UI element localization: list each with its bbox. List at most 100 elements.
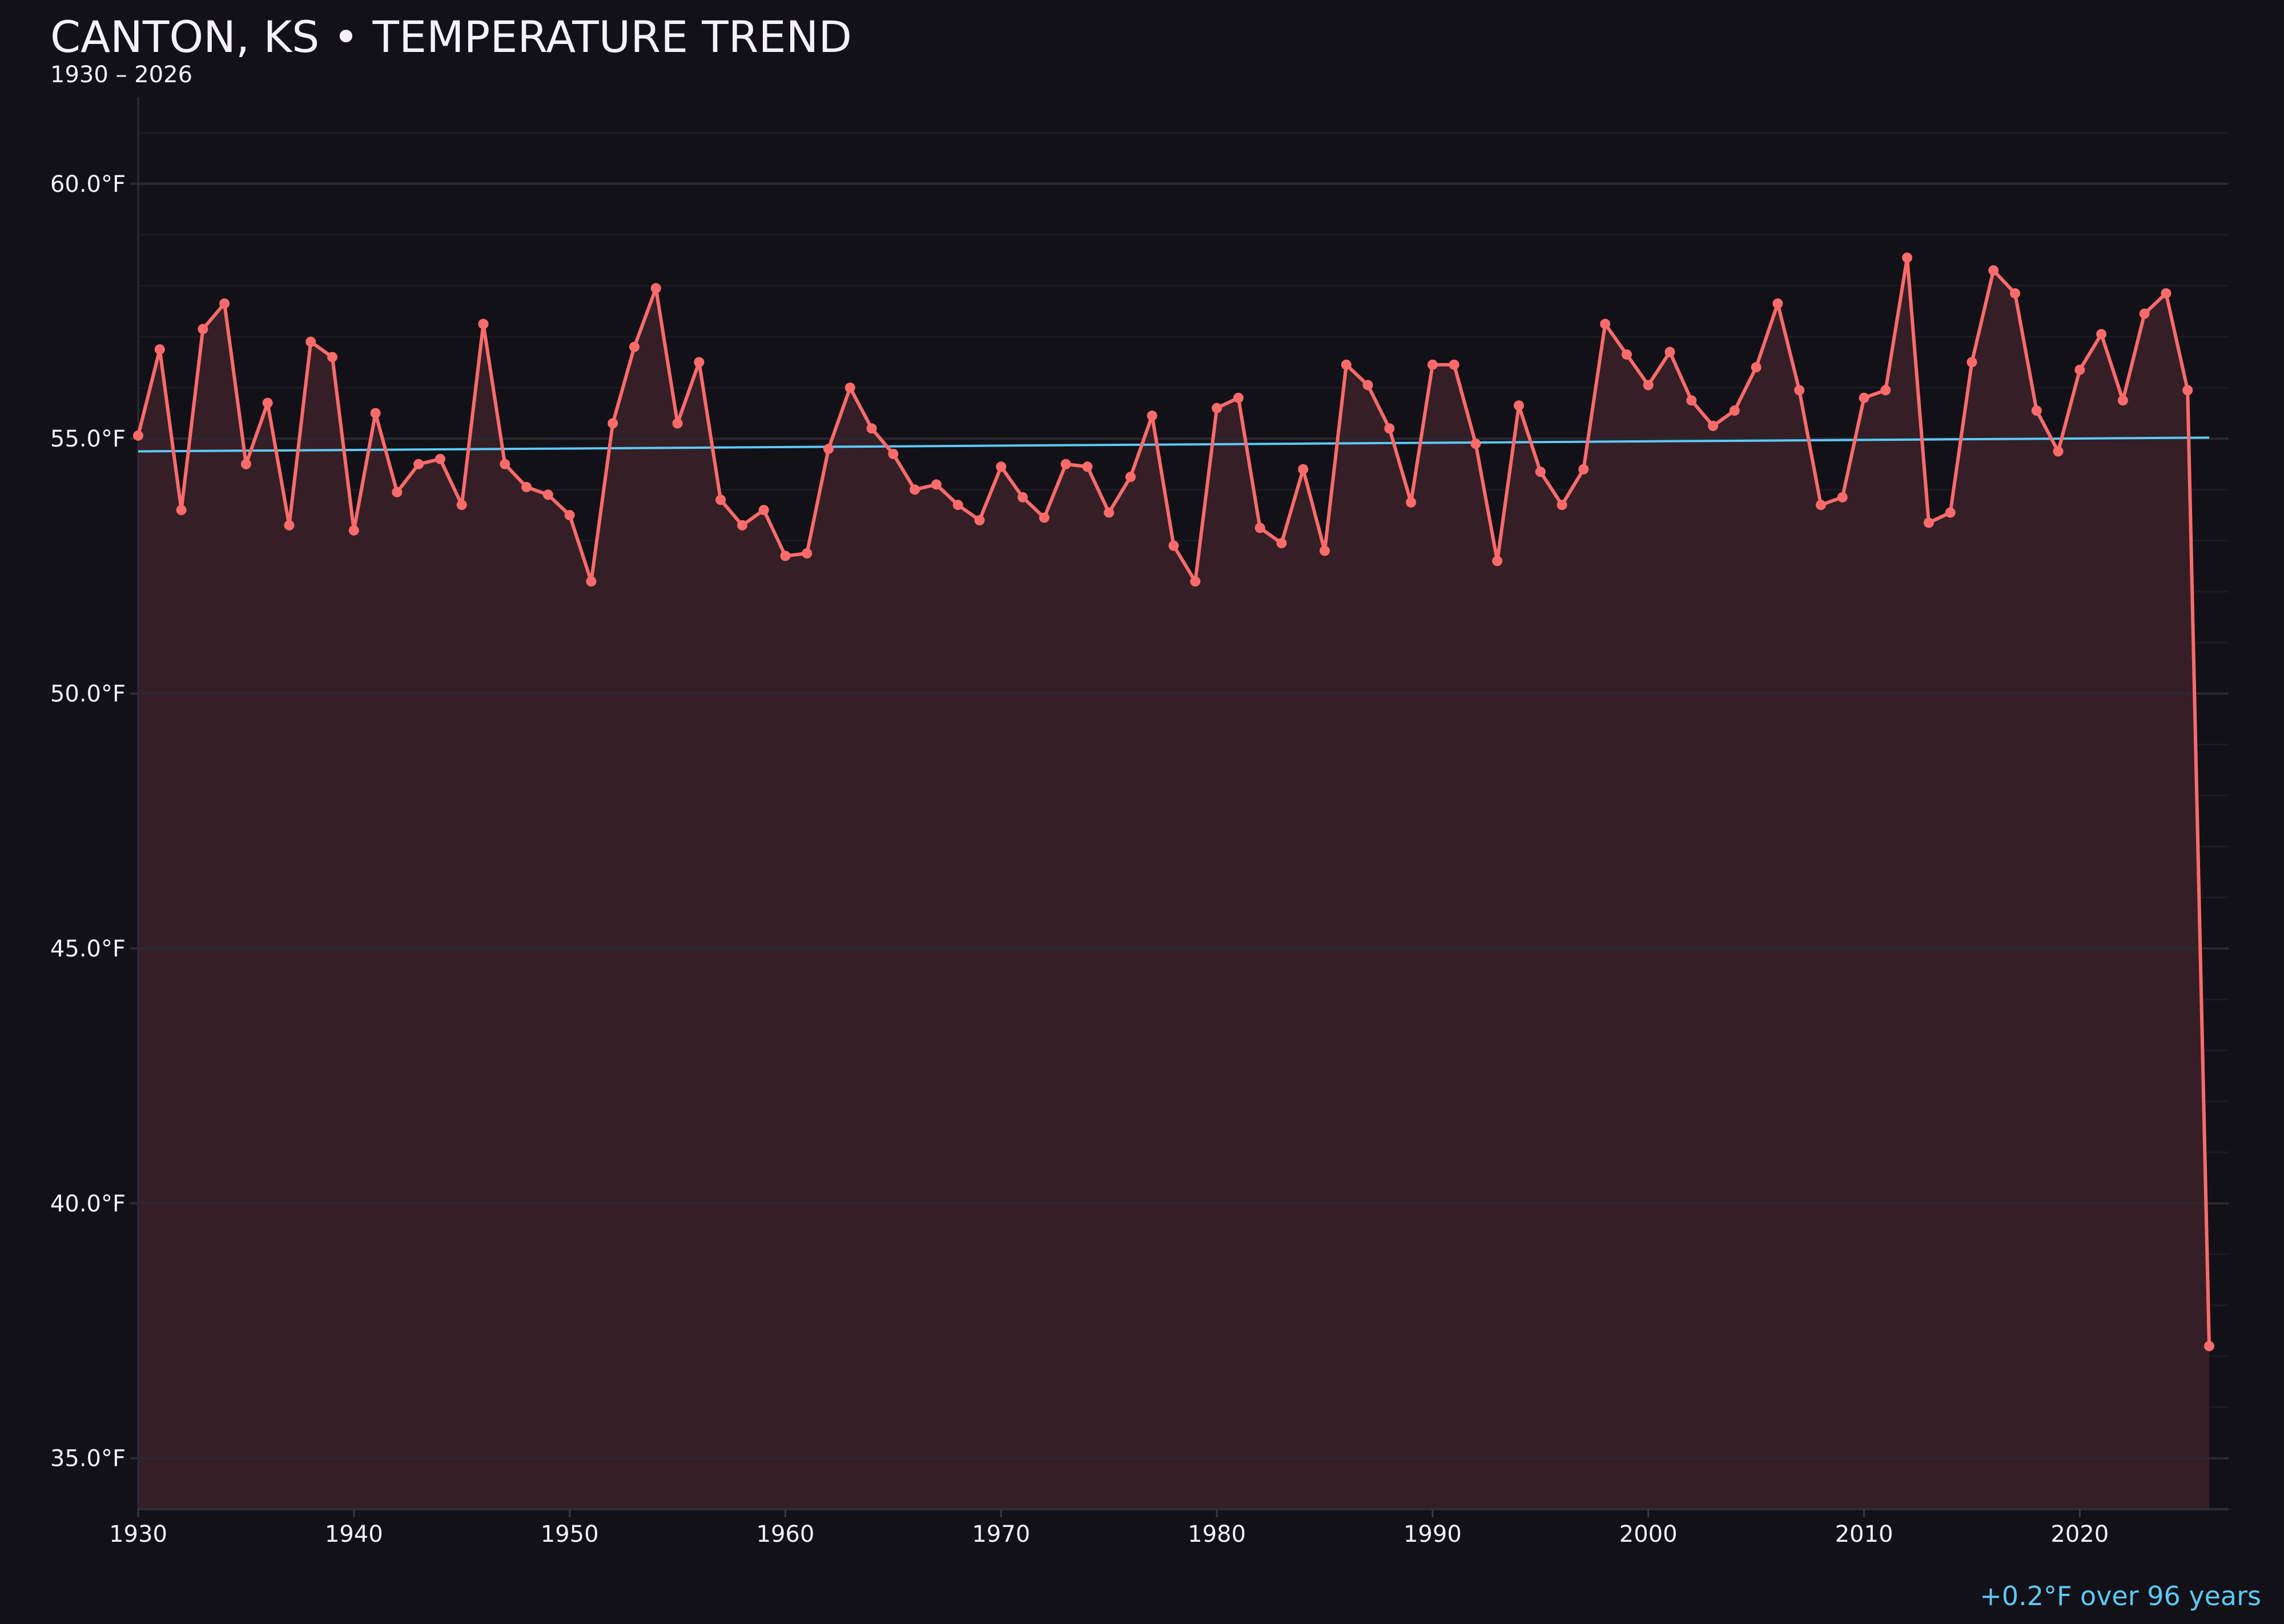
data-point bbox=[1298, 464, 1309, 475]
data-point bbox=[996, 461, 1007, 472]
data-point bbox=[1686, 395, 1697, 406]
data-point bbox=[1513, 400, 1524, 411]
data-point bbox=[608, 418, 618, 429]
x-tick-label: 1930 bbox=[109, 1521, 167, 1547]
data-point bbox=[823, 444, 834, 455]
data-point bbox=[1104, 507, 1115, 518]
data-point bbox=[2031, 405, 2042, 416]
data-point bbox=[1060, 459, 1071, 469]
data-point bbox=[435, 453, 445, 464]
x-tick-label: 1960 bbox=[757, 1521, 815, 1547]
data-point bbox=[1859, 392, 1869, 403]
data-point bbox=[133, 430, 143, 441]
data-point bbox=[2139, 308, 2150, 319]
data-point bbox=[392, 487, 403, 497]
data-point bbox=[1212, 403, 1223, 413]
data-point bbox=[866, 423, 877, 434]
data-point bbox=[1254, 522, 1265, 533]
data-point bbox=[1341, 359, 1352, 370]
data-point bbox=[737, 520, 747, 530]
data-point bbox=[327, 352, 338, 363]
y-tick-label: 50.0°F bbox=[50, 681, 126, 708]
data-point bbox=[1406, 497, 1417, 508]
chart-subtitle: 1930 – 2026 bbox=[50, 62, 193, 88]
x-tick-label: 1970 bbox=[972, 1521, 1030, 1547]
data-point bbox=[1427, 359, 1438, 370]
x-tick-label: 2010 bbox=[1835, 1521, 1893, 1547]
data-point bbox=[219, 298, 230, 309]
data-point bbox=[176, 505, 187, 516]
chart-title: CANTON, KS • TEMPERATURE TREND bbox=[50, 11, 852, 62]
x-tick-label: 1940 bbox=[325, 1521, 383, 1547]
x-tick-label: 1980 bbox=[1188, 1521, 1246, 1547]
data-point bbox=[1125, 472, 1136, 483]
y-tick-label: 55.0°F bbox=[50, 426, 126, 452]
data-point bbox=[154, 344, 165, 355]
data-point bbox=[198, 324, 208, 335]
data-point bbox=[284, 520, 295, 530]
data-point bbox=[1319, 545, 1330, 556]
data-point bbox=[1664, 347, 1675, 357]
data-point bbox=[1470, 439, 1481, 449]
data-point bbox=[974, 515, 985, 526]
y-tick-label: 40.0°F bbox=[50, 1191, 126, 1217]
x-tick-label: 1950 bbox=[541, 1521, 599, 1547]
y-tick-label: 35.0°F bbox=[50, 1446, 126, 1472]
data-point bbox=[1039, 512, 1049, 523]
data-point bbox=[262, 397, 273, 408]
data-point bbox=[1276, 538, 1287, 549]
data-point bbox=[348, 525, 359, 536]
data-point bbox=[1535, 467, 1546, 477]
data-point bbox=[1557, 500, 1567, 510]
data-point bbox=[2096, 329, 2107, 340]
data-point bbox=[2117, 395, 2128, 406]
data-point bbox=[1384, 423, 1395, 434]
data-point bbox=[370, 408, 381, 419]
data-point bbox=[802, 548, 813, 559]
data-point bbox=[1578, 464, 1589, 475]
data-point bbox=[1837, 492, 1848, 503]
data-point bbox=[952, 500, 963, 510]
data-point bbox=[1147, 410, 1157, 421]
data-point bbox=[500, 459, 510, 469]
data-point bbox=[2182, 385, 2193, 396]
data-point bbox=[672, 418, 683, 429]
data-point bbox=[2009, 288, 2020, 299]
data-point bbox=[1902, 252, 1913, 263]
data-point bbox=[1923, 517, 1934, 528]
data-point bbox=[2074, 364, 2085, 375]
data-point bbox=[1967, 357, 1977, 368]
data-point bbox=[1190, 576, 1201, 587]
data-point bbox=[1988, 265, 1999, 276]
data-point bbox=[2053, 446, 2064, 457]
data-point bbox=[1945, 507, 1956, 518]
data-point bbox=[1880, 385, 1891, 396]
data-point bbox=[413, 459, 424, 469]
x-tick-label: 2000 bbox=[1619, 1521, 1678, 1547]
trend-line bbox=[138, 436, 2210, 453]
data-point bbox=[1621, 349, 1632, 360]
area-fill bbox=[138, 258, 2209, 1510]
trend-summary: +0.2°F over 96 years bbox=[1980, 1581, 2261, 1611]
x-tick-label: 1990 bbox=[1404, 1521, 1462, 1547]
data-point bbox=[1815, 500, 1826, 510]
data-point bbox=[845, 382, 855, 393]
data-point bbox=[715, 495, 726, 505]
data-point bbox=[240, 459, 251, 469]
data-point bbox=[1362, 380, 1373, 391]
data-point bbox=[629, 341, 640, 352]
data-point bbox=[694, 357, 705, 368]
data-point bbox=[1708, 420, 1719, 431]
data-point bbox=[1168, 540, 1179, 551]
data-point bbox=[2203, 1341, 2214, 1352]
data-point bbox=[478, 319, 489, 329]
data-point bbox=[456, 500, 467, 510]
data-point bbox=[1082, 461, 1093, 472]
data-point bbox=[1794, 385, 1805, 396]
data-point bbox=[305, 336, 316, 347]
data-point bbox=[1600, 319, 1611, 329]
data-point bbox=[650, 283, 661, 294]
data-point bbox=[910, 484, 920, 495]
data-point bbox=[1729, 405, 1740, 416]
